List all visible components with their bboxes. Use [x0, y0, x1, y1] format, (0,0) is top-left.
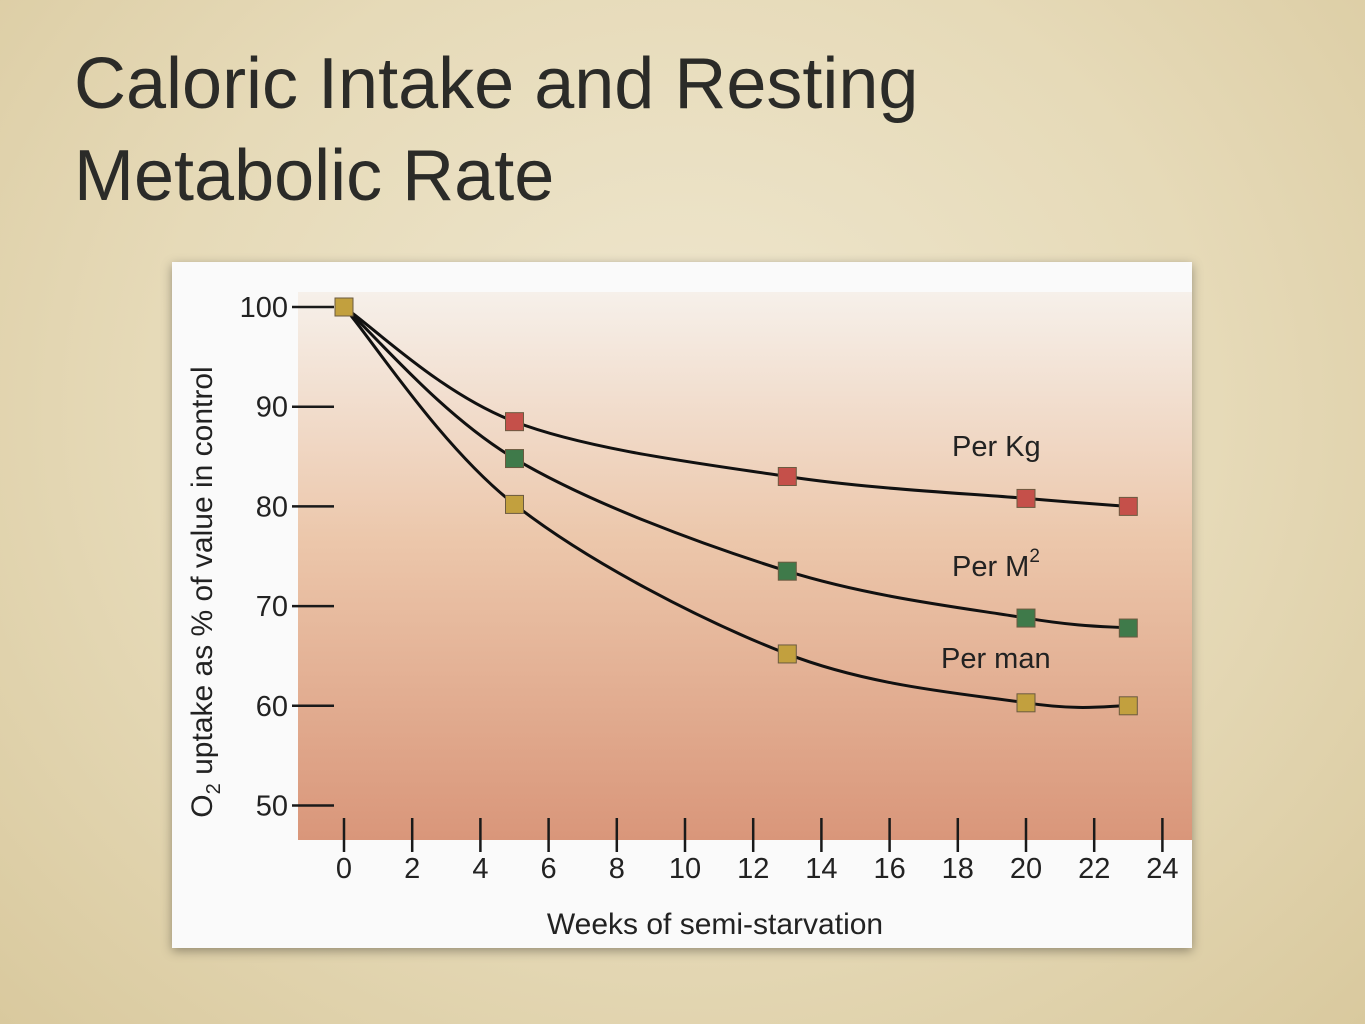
point-per-man-3	[1016, 693, 1036, 713]
series-label-per-man-text: Per man	[941, 643, 1051, 675]
x-tick-label-12: 12	[737, 853, 769, 885]
x-axis-title: Weeks of semi-starvation	[547, 908, 883, 941]
point-per-kg-1	[505, 412, 524, 432]
y-tick-label-100: 100	[240, 292, 288, 324]
y-tick-label-80: 80	[256, 491, 288, 523]
y-tick-label-70: 70	[256, 591, 288, 623]
y-axis: 50 60 70 80 90 100	[240, 292, 334, 823]
chart-figure: 50 60 70 80 90 100 0 2 4 6 8 10 12 14 16 18 20 22 24 Per …	[172, 262, 1192, 948]
series-label-per-man: Per man	[941, 643, 1051, 675]
point-per-man-1	[505, 494, 524, 514]
y-axis-title-rest: uptake as % of value in control	[186, 366, 219, 783]
point-per-m2-1	[505, 449, 524, 469]
x-axis: 0 2 4 6 8 10 12 14 16 18 20 22 24	[336, 818, 1179, 885]
point-per-m2-2	[777, 561, 797, 581]
y-axis-title-main: O	[186, 794, 219, 817]
point-per-m2-4	[1118, 618, 1138, 638]
y-tick-label-50: 50	[256, 791, 288, 823]
series-label-per-m2: Per M2	[952, 546, 1040, 583]
plot-area	[298, 292, 1192, 840]
series-label-per-m2-superscript: 2	[1029, 546, 1040, 567]
point-per-m2-3	[1016, 608, 1036, 628]
series-labels: Per Kg Per M2 Per man	[941, 431, 1051, 675]
series-label-per-m2-text: Per M	[952, 551, 1029, 583]
slide-title: Caloric Intake and Resting Metabolic Rat…	[74, 44, 919, 216]
series-markers	[334, 297, 1138, 716]
x-tick-label-0: 0	[336, 853, 352, 885]
y-tick-label-90: 90	[256, 392, 288, 424]
x-tick-label-8: 8	[609, 853, 625, 885]
point-per-kg-3	[1016, 488, 1036, 508]
x-tick-label-14: 14	[805, 853, 837, 885]
point-per-kg-2	[777, 466, 797, 486]
x-tick-label-22: 22	[1078, 853, 1110, 885]
x-tick-label-24: 24	[1146, 853, 1178, 885]
x-tick-label-4: 4	[472, 853, 488, 885]
x-tick-label-10: 10	[669, 853, 701, 885]
series-line-per-kg	[343, 305, 1129, 508]
point-per-man-2	[777, 644, 797, 664]
point-per-man-0	[334, 297, 354, 317]
x-tick-label-16: 16	[873, 853, 905, 885]
y-tick-label-60: 60	[256, 691, 288, 723]
y-axis-title: O2 uptake as % of value in control	[186, 366, 225, 817]
point-per-kg-4	[1118, 496, 1138, 516]
series-label-per-kg: Per Kg	[952, 431, 1041, 463]
x-tick-label-20: 20	[1010, 853, 1042, 885]
x-tick-label-18: 18	[942, 853, 974, 885]
y-axis-title-sub: 2	[203, 783, 225, 794]
x-tick-label-2: 2	[404, 853, 420, 885]
point-per-man-4	[1118, 696, 1138, 716]
series-label-per-kg-text: Per Kg	[952, 431, 1041, 463]
x-tick-label-6: 6	[541, 853, 557, 885]
